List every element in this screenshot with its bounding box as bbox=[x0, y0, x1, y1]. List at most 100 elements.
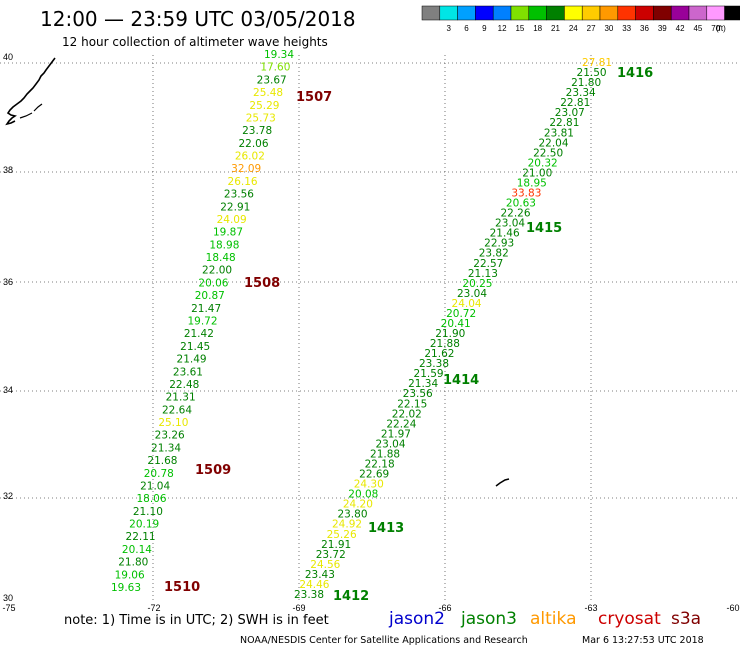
longitude-label: -75 bbox=[2, 603, 15, 613]
graticule bbox=[0, 55, 740, 600]
legend-label: 33 bbox=[622, 24, 631, 33]
swh-value: 22.81 bbox=[549, 117, 579, 129]
swh-value: 21.68 bbox=[147, 455, 177, 467]
legend-swatch bbox=[492, 5, 512, 21]
swh-value: 22.18 bbox=[365, 459, 395, 471]
swh-value: 24.04 bbox=[452, 298, 482, 310]
legend-swatch bbox=[635, 5, 654, 21]
legend-swatch bbox=[653, 5, 672, 21]
legend-swatch bbox=[510, 5, 530, 21]
swh-value: 23.38 bbox=[294, 589, 324, 601]
swh-value: 24.09 bbox=[217, 214, 247, 226]
swh-value: 22.06 bbox=[238, 138, 268, 150]
swh-value: 27.81 bbox=[582, 57, 612, 69]
latitude-label: 40 bbox=[3, 52, 13, 62]
pass-id-label: 1509 bbox=[195, 463, 231, 478]
legend-label: 39 bbox=[658, 24, 667, 33]
legend-swatch bbox=[421, 5, 441, 21]
legend-swatch bbox=[599, 5, 619, 21]
swh-value: 22.11 bbox=[126, 531, 156, 543]
swh-value: 21.45 bbox=[180, 341, 210, 353]
swh-value: 22.15 bbox=[397, 398, 427, 410]
legend-label: 12 bbox=[498, 24, 507, 33]
legend-label: 45 bbox=[693, 24, 702, 33]
legend-label: 21 bbox=[551, 24, 560, 33]
swh-value: 21.80 bbox=[118, 557, 148, 569]
longitude-label: -63 bbox=[584, 603, 597, 613]
legend-unit: (ft) bbox=[716, 24, 726, 33]
swh-value: 22.00 bbox=[202, 265, 232, 277]
swh-value: 21.59 bbox=[414, 368, 444, 380]
satellite-name: s3a bbox=[671, 609, 701, 629]
legend-swatch bbox=[457, 5, 476, 21]
swh-value: 20.41 bbox=[441, 318, 471, 330]
swh-value: 24.56 bbox=[310, 559, 340, 571]
longitude-label: -72 bbox=[147, 603, 160, 613]
legend-label: 30 bbox=[604, 24, 613, 33]
swh-value: 18.06 bbox=[136, 493, 166, 505]
swh-value: 33.83 bbox=[511, 187, 541, 199]
legend-label: 42 bbox=[676, 24, 685, 33]
color-legend bbox=[421, 5, 740, 21]
swh-value: 32.09 bbox=[231, 163, 261, 175]
pass-id-label: 1414 bbox=[443, 373, 479, 388]
swh-value: 20.72 bbox=[446, 308, 476, 320]
swh-value: 23.56 bbox=[224, 189, 254, 201]
swh-value: 23.38 bbox=[419, 358, 449, 370]
legend-label: 9 bbox=[482, 24, 487, 33]
swh-value: 25.73 bbox=[246, 112, 276, 124]
color-legend-labels: 3 6 9 12 15 18 21 24 27 30 33 36 39 42 45 70 bbox=[446, 24, 720, 33]
swh-value: 22.91 bbox=[220, 201, 250, 213]
swh-value: 23.34 bbox=[566, 87, 596, 99]
swh-value: 23.04 bbox=[375, 438, 405, 450]
legend-label: 27 bbox=[587, 24, 596, 33]
latitude-label: 38 bbox=[3, 165, 13, 175]
swh-value: 23.72 bbox=[316, 549, 346, 561]
coastline-shape bbox=[5, 57, 56, 126]
swh-value: 25.10 bbox=[158, 417, 188, 429]
legend-swatch bbox=[670, 5, 690, 21]
swh-value: 26.02 bbox=[235, 151, 265, 163]
swh-value: 20.14 bbox=[122, 544, 152, 556]
satellite-name: cryosat bbox=[598, 609, 661, 629]
swh-value: 21.34 bbox=[408, 378, 438, 390]
pass-id-label: 1412 bbox=[333, 589, 369, 604]
swh-value: 21.49 bbox=[177, 354, 207, 366]
pass-id-label: 1416 bbox=[617, 66, 653, 81]
latitude-label: 36 bbox=[3, 277, 13, 287]
swh-value: 21.91 bbox=[321, 539, 351, 551]
swh-value: 19.34 bbox=[264, 49, 294, 61]
swh-value: 22.64 bbox=[162, 404, 192, 416]
swh-value: 22.26 bbox=[500, 208, 530, 220]
footer-credit: NOAA/NESDIS Center for Satellite Applica… bbox=[240, 635, 528, 646]
swh-value: 23.78 bbox=[242, 125, 272, 137]
satellite-legend: jason2 jason3 altika cryosat s3a bbox=[388, 609, 701, 629]
swh-value: 20.06 bbox=[198, 277, 228, 289]
legend-swatch bbox=[706, 5, 725, 21]
legend-swatch bbox=[475, 5, 494, 21]
swh-value: 21.62 bbox=[424, 348, 454, 360]
footer-note: note: 1) Time is in UTC; 2) SWH is in fe… bbox=[64, 613, 329, 628]
legend-label: 24 bbox=[569, 24, 578, 33]
swh-value: 22.48 bbox=[169, 379, 199, 391]
pass-id-label: 1507 bbox=[296, 90, 332, 105]
swh-value: 21.13 bbox=[468, 268, 498, 280]
pass-labels: 1507 1508 1509 1510 1412 1413 1414 1415 1416 bbox=[164, 66, 653, 604]
swh-value: 19.63 bbox=[111, 582, 141, 594]
legend-swatch bbox=[546, 5, 565, 21]
swh-value: 21.10 bbox=[133, 506, 163, 518]
swh-value: 21.34 bbox=[151, 442, 181, 454]
legend-label: 15 bbox=[515, 24, 524, 33]
swh-value: 22.93 bbox=[484, 238, 514, 250]
latitude-label: 32 bbox=[3, 491, 13, 501]
longitude-label: -60 bbox=[726, 603, 739, 613]
legend-swatch bbox=[688, 5, 708, 21]
swh-value: 25.26 bbox=[327, 529, 357, 541]
swh-value: 21.80 bbox=[571, 77, 601, 89]
longitude-label: -69 bbox=[292, 603, 305, 613]
swh-value: 22.04 bbox=[538, 137, 568, 149]
pass-id-label: 1508 bbox=[244, 276, 280, 291]
swh-value: 20.32 bbox=[528, 157, 558, 169]
swh-value: 19.06 bbox=[115, 569, 145, 581]
track-a-values: 19.3417.6023.6725.4825.2925.7323.7822.06… bbox=[111, 49, 294, 594]
